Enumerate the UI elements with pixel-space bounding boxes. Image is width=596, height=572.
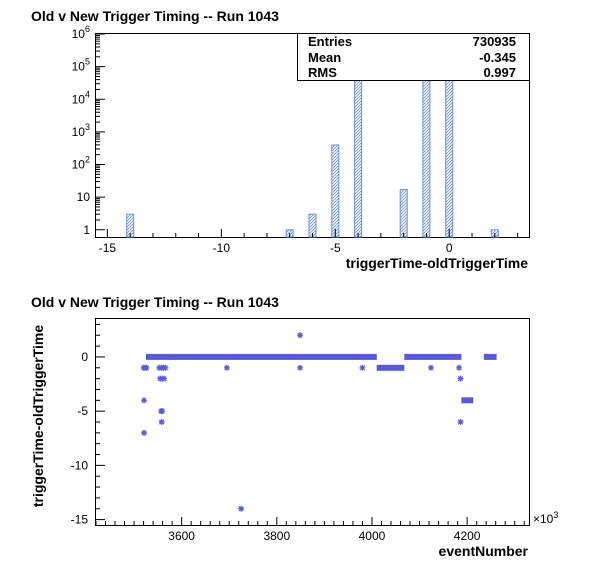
y-axis-label: triggerTime-oldTriggerTime (30, 325, 46, 508)
dense-marker-band (146, 353, 377, 360)
scatter-marker (158, 419, 165, 425)
y-tick-label: -5 (77, 404, 88, 418)
scatter-marker (159, 375, 166, 382)
scatter-marker (162, 364, 169, 371)
chart-title: Old v New Trigger Timing -- Run 1043 (31, 8, 279, 24)
x-axis-multiplier: ×103 (533, 510, 558, 526)
x-tick-label: 4000 (359, 529, 386, 543)
scatter-marker (141, 397, 148, 404)
histogram-bar (331, 144, 340, 238)
x-tick-label: 3800 (263, 529, 290, 543)
x-tick-label: 0 (446, 241, 453, 255)
histogram-bar (399, 189, 408, 238)
scatter-marker (238, 505, 245, 512)
histogram-bar (422, 71, 431, 238)
histogram-chart: Old v New Trigger Timing -- Run 1043 -15… (31, 8, 530, 271)
scatter-marker (161, 375, 168, 382)
dense-marker-band (404, 353, 462, 360)
x-tick-label: -5 (330, 241, 341, 255)
scatter-marker (359, 364, 366, 371)
chart-title: Old v New Trigger Timing -- Run 1043 (31, 294, 279, 310)
stats-box: Entries 730935 Mean -0.345 RMS 0.997 (297, 33, 530, 81)
scatter-marker (158, 364, 165, 371)
histogram-bar (354, 77, 363, 238)
y-tick-label: 1 (83, 223, 90, 237)
scatter-marker (157, 375, 164, 382)
stats-value-entries: 730935 (473, 34, 516, 49)
scatter-marker (140, 364, 147, 371)
scatter-marker (142, 364, 149, 371)
x-tick-label: 4200 (454, 529, 481, 543)
x-tick-label: -15 (99, 241, 117, 255)
scatter-marker (297, 364, 304, 371)
y-tick-label: 103 (72, 122, 90, 139)
scatter-marker (160, 364, 167, 371)
dense-marker-band (376, 364, 405, 371)
scatter-marker (156, 364, 163, 371)
markers (140, 332, 497, 512)
scatter-marker (457, 375, 464, 382)
scatter-marker (141, 429, 148, 436)
y-tick-label: 106 (72, 24, 90, 41)
x-tick-label: 3600 (168, 529, 195, 543)
x-axis-label: eventNumber (439, 543, 529, 559)
y-tick-label: -10 (71, 458, 89, 472)
scatter-marker (158, 408, 165, 415)
plot-frame (95, 318, 530, 526)
scatter-marker (297, 332, 304, 339)
scatter-marker (427, 364, 434, 371)
y-tick-label: -15 (71, 513, 89, 527)
stats-value-rms: 0.997 (483, 65, 516, 80)
dense-marker-band (483, 353, 497, 360)
scatter-marker (457, 419, 464, 425)
axes: 3600 3800 4000 4200 0 -5 -10 -15 (71, 323, 525, 543)
stats-label-mean: Mean (308, 50, 341, 65)
x-tick-label: -10 (213, 241, 231, 255)
stats-label-rms: RMS (308, 65, 337, 80)
x-axis-label: triggerTime-oldTriggerTime (346, 255, 529, 271)
y-tick-label: 102 (72, 155, 90, 172)
stats-value-mean: -0.345 (479, 50, 516, 65)
stats-label-entries: Entries (308, 34, 352, 49)
y-tick-label: 104 (72, 89, 90, 106)
scatter-marker (143, 364, 150, 371)
dense-marker-band (461, 397, 474, 404)
y-tick-label: 10 (77, 190, 91, 204)
y-tick-label: 0 (81, 350, 88, 364)
axes: -15 -10 -5 0 1 10 102 103 104 105 106 (72, 24, 519, 255)
scatter-marker (223, 364, 230, 371)
scatter-marker (159, 408, 166, 415)
scatter-marker (456, 364, 463, 371)
y-tick-label: 105 (72, 57, 90, 74)
